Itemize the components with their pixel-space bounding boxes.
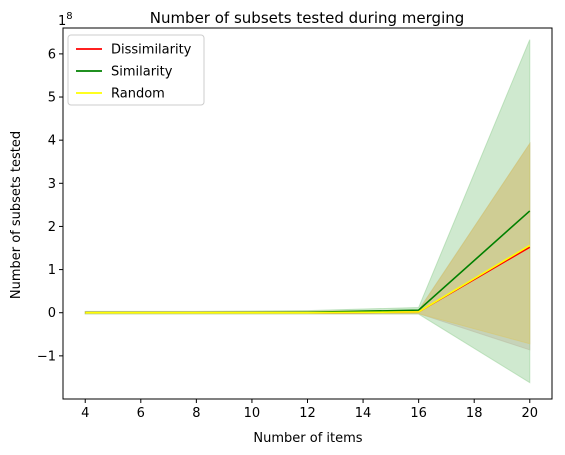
x-tick-label: 10 [244,406,261,421]
legend-label-similarity: Similarity [111,65,173,80]
y-tick-label: 2 [48,220,56,235]
chart-title: Number of subsets tested during merging [150,9,465,27]
y-tick-label: 5 [48,91,56,106]
y-tick-label: −1 [37,349,56,364]
y-axis-ticks: −1 0 1 2 3 4 5 6 [37,47,63,364]
y-tick-label: 0 [48,306,56,321]
legend-label-random: Random [111,87,165,102]
x-tick-label: 12 [299,406,316,421]
confidence-bands [84,39,531,384]
x-tick-label: 16 [410,406,427,421]
y-tick-label: 4 [48,134,56,149]
x-tick-label: 14 [355,406,372,421]
line-random [85,244,531,314]
x-tick-label: 18 [466,406,483,421]
x-tick-label: 4 [81,406,89,421]
band-random [84,141,531,345]
x-tick-label: 6 [137,406,145,421]
legend-box [67,34,205,106]
x-tick-label: 20 [521,406,538,421]
y-tick-label: 6 [48,47,56,62]
y-tick-label: 3 [48,177,56,192]
series-lines [85,210,531,314]
y-axis-label: Number of subsets tested [9,131,24,299]
y-axis-multiplier: 18 [58,11,73,29]
x-tick-label: 8 [192,406,200,421]
y-tick-label: 1 [48,263,56,278]
x-axis-ticks: 4 6 8 10 12 14 16 18 20 [81,399,538,421]
legend-label-dissimilarity: Dissimilarity [111,43,192,58]
legend: Dissimilarity Similarity Random [67,34,205,106]
x-axis-label: Number of items [253,431,362,446]
